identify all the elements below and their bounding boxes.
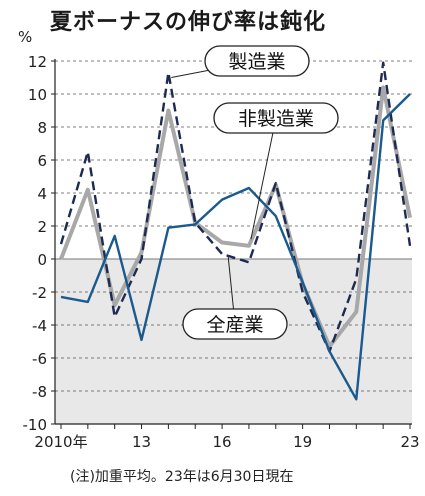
x-tick-label: 13 (132, 433, 151, 451)
x-tick-label: 23 (400, 433, 419, 451)
y-tick-label: -10 (23, 416, 48, 434)
y-tick-label: 10 (28, 86, 47, 104)
y-unit-label: % (18, 28, 32, 46)
series-label-box (182, 308, 288, 340)
x-tick-label: 2010年 (34, 433, 87, 451)
y-tick-label: -4 (32, 317, 47, 335)
y-tick-label: 0 (37, 251, 47, 269)
y-tick-label: -2 (32, 284, 47, 302)
series-label: 全産業 (206, 314, 263, 336)
x-tick-label: 19 (293, 433, 312, 451)
y-tick-label: 6 (37, 152, 47, 170)
series-label-box (204, 45, 310, 77)
series-line-全産業 (60, 93, 411, 401)
y-tick-label: 4 (37, 185, 47, 203)
chart-title: 夏ボーナスの伸び率は鈍化 (50, 10, 327, 35)
y-tick-label: 8 (37, 119, 47, 137)
series-line-製造業 (59, 61, 412, 353)
series-label: 製造業 (228, 51, 285, 73)
y-tick-label: -6 (32, 350, 47, 368)
leader-line (250, 117, 277, 240)
series-label: 非製造業 (238, 108, 314, 130)
series-label-box (213, 102, 339, 134)
series-line-非製造業 (59, 85, 412, 349)
x-tick-label: 16 (213, 433, 232, 451)
y-tick-label: 2 (37, 218, 47, 236)
y-tick-label: -8 (32, 383, 47, 401)
y-tick-label: 12 (28, 53, 47, 71)
chart-note: (注)加重平均。23年は6月30日現在 (70, 469, 294, 485)
